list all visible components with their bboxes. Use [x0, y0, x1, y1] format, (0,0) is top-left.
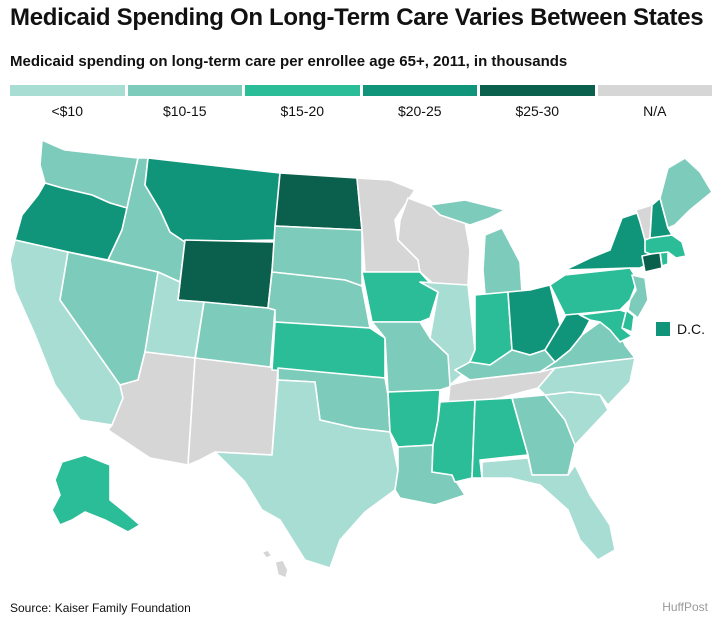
- dc-swatch: [656, 322, 670, 336]
- state-vt[interactable]: [635, 204, 653, 241]
- state-tx[interactable]: [214, 379, 399, 569]
- legend-label: $25-30: [515, 103, 560, 119]
- legend: <$10 $10-15 $15-20 $20-25 $25-30 N/A: [10, 85, 712, 119]
- legend-swatch: [10, 85, 125, 96]
- state-ia[interactable]: [361, 271, 439, 323]
- state-ar[interactable]: [387, 389, 441, 448]
- state-nm[interactable]: [187, 357, 279, 466]
- legend-item-25-30: $25-30: [480, 85, 595, 119]
- state-hi[interactable]: [274, 559, 289, 579]
- legend-label: N/A: [643, 103, 667, 119]
- legend-item-under-10: <$10: [10, 85, 125, 119]
- dc-label: D.C.: [677, 321, 705, 337]
- state-wy[interactable]: [177, 239, 276, 309]
- legend-label: $10-15: [162, 103, 207, 119]
- legend-swatch: [597, 85, 712, 96]
- state-nj[interactable]: [627, 274, 649, 319]
- legend-label: <$10: [51, 103, 84, 119]
- legend-swatch: [362, 85, 477, 96]
- state-ms[interactable]: [431, 399, 476, 483]
- legend-item-15-20: $15-20: [245, 85, 360, 119]
- credit-logo: HuffPost: [662, 600, 708, 614]
- state-ks[interactable]: [271, 321, 386, 379]
- state-co[interactable]: [194, 301, 276, 373]
- state-me[interactable]: [659, 157, 713, 229]
- chart-title: Medicaid Spending On Long-Term Care Vari…: [10, 4, 704, 31]
- legend-label: $20-25: [397, 103, 442, 119]
- legend-label: $15-20: [280, 103, 325, 119]
- legend-swatch: [245, 85, 360, 96]
- legend-item-20-25: $20-25: [362, 85, 477, 119]
- state-pa[interactable]: [549, 267, 639, 316]
- source-note: Source: Kaiser Family Foundation: [10, 601, 191, 615]
- legend-item-10-15: $10-15: [127, 85, 242, 119]
- legend-item-na: N/A: [597, 85, 712, 119]
- state-nh[interactable]: [649, 197, 673, 239]
- legend-swatch: [480, 85, 595, 96]
- state-fl[interactable]: [481, 457, 616, 561]
- state-ma[interactable]: [644, 234, 687, 259]
- legend-swatch: [127, 85, 242, 96]
- state-md[interactable]: [579, 309, 633, 343]
- state-mi[interactable]: [482, 227, 523, 296]
- state-hi-islands[interactable]: [261, 549, 273, 559]
- state-nd[interactable]: [274, 172, 363, 231]
- chart-subtitle: Medicaid spending on long-term care per …: [10, 53, 568, 70]
- dc-key: D.C.: [656, 321, 705, 337]
- state-ri[interactable]: [659, 251, 669, 267]
- state-ak[interactable]: [51, 454, 141, 533]
- state-mi-upper[interactable]: [429, 199, 506, 226]
- state-ct[interactable]: [641, 251, 663, 273]
